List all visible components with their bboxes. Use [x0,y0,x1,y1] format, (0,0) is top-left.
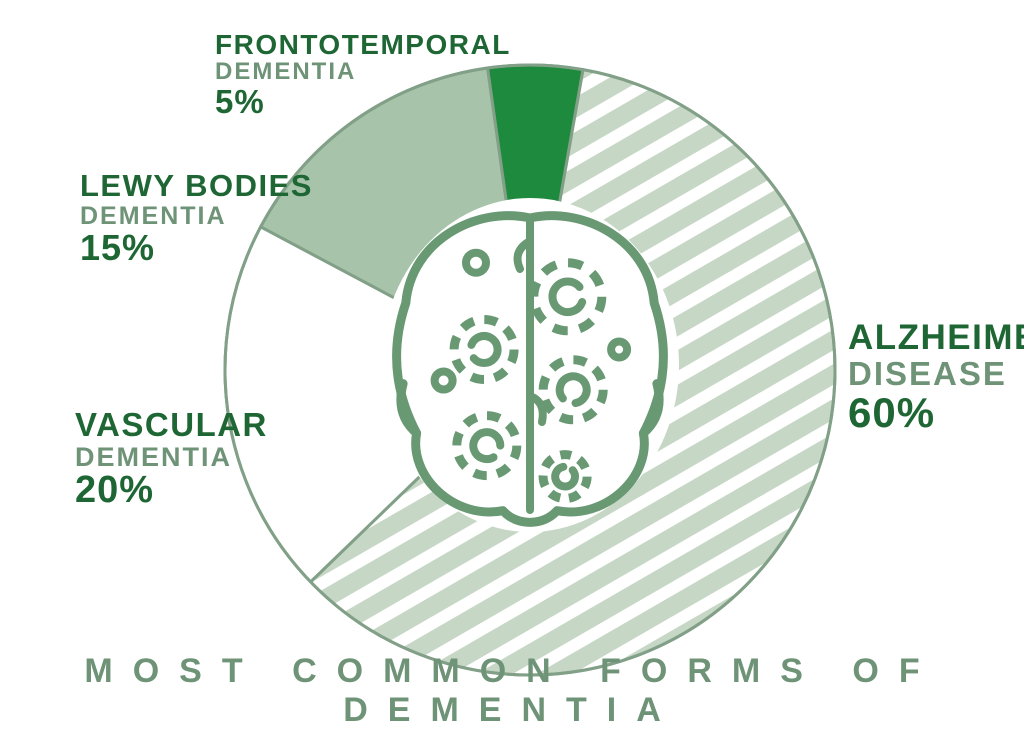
brain-icon [381,198,679,532]
label-line2: DEMENTIA [215,59,511,84]
caption-text: MOST COMMON FORMS OF DEMENTIA [84,652,939,729]
label-line2: DEMENTIA [75,443,268,471]
label-line1: VASCULAR [75,408,268,443]
label-percent: 60% [848,391,1024,435]
label-line2: DISEASE [848,357,1024,392]
label-percent: 5% [215,85,511,120]
label-line2: DEMENTIA [80,203,313,229]
label-line1: LEWY BODIES [80,170,313,203]
label-percent: 20% [75,471,268,511]
chart-caption: MOST COMMON FORMS OF DEMENTIA [0,652,1024,730]
infographic-stage: ALZHEIMER'S DISEASE 60% VASCULAR DEMENTI… [0,0,1024,742]
label-vascular: VASCULAR DEMENTIA 20% [75,408,268,511]
label-percent: 15% [80,229,313,267]
label-lewy: LEWY BODIES DEMENTIA 15% [80,170,313,267]
label-line1: ALZHEIMER'S [848,320,1024,357]
label-line1: FRONTOTEMPORAL [215,30,511,59]
label-frontotemporal: FRONTOTEMPORAL DEMENTIA 5% [215,30,511,119]
label-alzheimers: ALZHEIMER'S DISEASE 60% [848,320,1024,435]
